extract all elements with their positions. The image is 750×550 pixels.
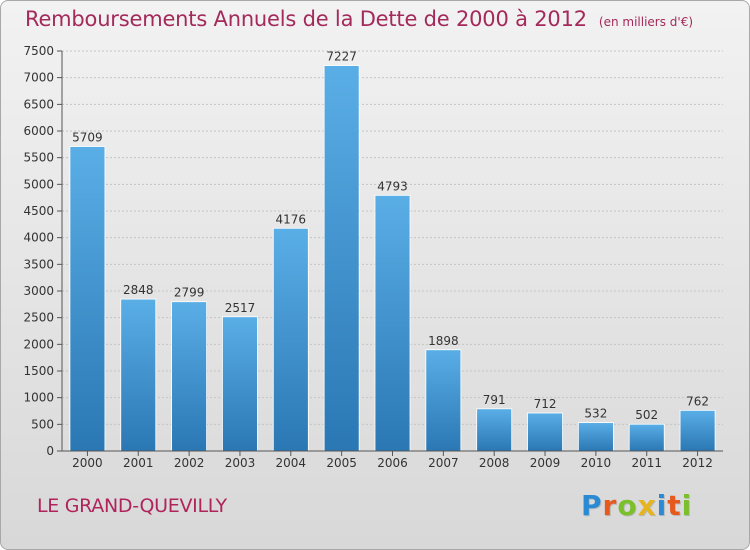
- bar-value-label: 4793: [377, 179, 408, 193]
- y-tick-label: 1500: [23, 364, 54, 378]
- y-tick-label: 0: [46, 444, 54, 458]
- bar: [171, 301, 208, 452]
- x-tick-label: 2001: [123, 456, 154, 470]
- y-tick-label: 2000: [23, 337, 54, 351]
- x-tick-label: 2003: [225, 456, 256, 470]
- bar: [679, 409, 716, 452]
- x-tick-label: 2008: [479, 456, 510, 470]
- bar-value-label: 4176: [276, 212, 307, 226]
- bar: [120, 298, 157, 452]
- x-tick-label: 2002: [174, 456, 205, 470]
- bars: 5709 2848 2799 2517 4176 7227 4793 1898 791 712 53…: [69, 50, 716, 452]
- y-tick-label: 3000: [23, 284, 54, 298]
- logo-letter: r: [602, 489, 618, 522]
- bar: [69, 146, 106, 452]
- y-tick-label: 500: [31, 417, 54, 431]
- x-tick-label: 2000: [72, 456, 103, 470]
- y-tick-label: 5000: [23, 177, 54, 191]
- y-tick-label: 7000: [23, 71, 54, 85]
- x-tick-label: 2010: [581, 456, 612, 470]
- bar-value-label: 7227: [326, 50, 357, 64]
- bar: [272, 227, 309, 452]
- bar: [577, 422, 614, 452]
- x-tick-label: 2005: [326, 456, 357, 470]
- bar-value-label: 5709: [72, 131, 103, 145]
- logo-letter: o: [617, 489, 638, 522]
- bar-value-label: 762: [686, 394, 709, 408]
- y-tick-label: 3500: [23, 257, 54, 271]
- y-tick-label: 4500: [23, 204, 54, 218]
- x-tick-label: 2011: [631, 456, 662, 470]
- bar: [476, 408, 513, 452]
- bar-value-label: 2848: [123, 283, 154, 297]
- bar-value-label: 712: [534, 397, 557, 411]
- axes: 0 500 1000 1500 2000 2500 3000 3500 4000 4500 5000…: [23, 44, 723, 470]
- bar-value-label: 2799: [174, 286, 205, 300]
- chart-subtitle: (en milliers d'€): [598, 15, 694, 29]
- bar-value-label: 791: [483, 393, 506, 407]
- x-tick-label: 2009: [530, 456, 561, 470]
- bar-value-label: 1898: [428, 334, 459, 348]
- x-tick-label: 2004: [276, 456, 307, 470]
- proxiti-logo: Proxiti: [581, 489, 692, 522]
- y-tick-label: 2500: [23, 311, 54, 325]
- chart-title-text: Remboursements Annuels de la Dette de 20…: [25, 7, 587, 31]
- bar: [374, 194, 411, 452]
- bar: [222, 316, 258, 452]
- y-tick-label: 5500: [23, 151, 54, 165]
- logo-letter: x: [637, 489, 657, 522]
- x-tick-label: 2007: [428, 456, 459, 470]
- y-tick-label: 6500: [23, 97, 54, 111]
- x-tick-label: 2006: [377, 456, 408, 470]
- bar-value-label: 2517: [225, 301, 256, 315]
- bar: [323, 65, 360, 452]
- logo-letter: P: [581, 489, 603, 522]
- logo-letter: t: [667, 489, 682, 522]
- bar: [628, 423, 665, 452]
- bar-value-label: 502: [635, 408, 658, 422]
- logo-letter: i: [656, 489, 668, 522]
- logo-letter: i: [681, 489, 693, 522]
- bar: [527, 412, 563, 452]
- bar: [425, 349, 462, 452]
- chart-title: Remboursements Annuels de la Dette de 20…: [25, 7, 693, 31]
- y-tick-label: 1000: [23, 391, 54, 405]
- x-tick-label: 2012: [682, 456, 713, 470]
- y-tick-label: 7500: [23, 44, 54, 58]
- y-tick-label: 4000: [23, 231, 54, 245]
- bar-value-label: 532: [584, 407, 607, 421]
- city-label: LE GRAND-QUEVILLY: [37, 495, 227, 517]
- y-tick-label: 6000: [23, 124, 54, 138]
